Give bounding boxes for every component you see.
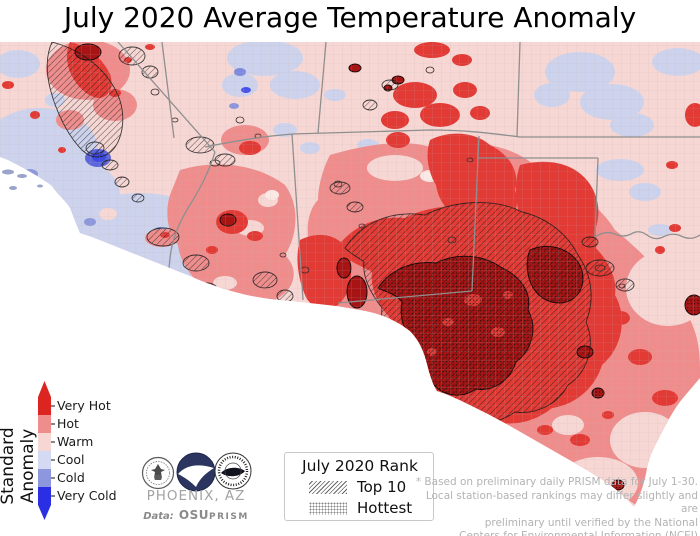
colorbar-label-very-hot: Very Hot xyxy=(57,398,111,413)
colorbar-label-warm: Warm xyxy=(57,434,94,449)
rank-legend-item-top10: Top 10 xyxy=(309,478,425,496)
department-of-commerce-logo xyxy=(141,456,175,490)
rank-legend: July 2020 Rank Top 10 Hottest xyxy=(284,452,434,521)
hottest-stipple-swatch xyxy=(309,501,347,515)
rank-legend-label: Hottest xyxy=(357,499,413,517)
page-title: July 2020 Average Temperature Anomaly xyxy=(63,1,637,34)
colorbar-scale xyxy=(38,381,55,520)
station-name: PHOENIX, AZ xyxy=(146,488,246,504)
top10-hatch-swatch xyxy=(309,480,347,494)
footnote-line: * Based on preliminary daily PRISM data … xyxy=(415,476,698,488)
footnote-line: Local station-based rankings may differ … xyxy=(425,489,698,516)
rank-legend-title: July 2020 Rank xyxy=(302,457,418,475)
colorbar-label-cool: Cool xyxy=(57,452,85,467)
channel-islands xyxy=(2,169,43,190)
national-weather-service-logo xyxy=(214,452,252,490)
state-borders xyxy=(117,42,700,304)
noaa-logo xyxy=(176,452,216,492)
colorbar-label-cold: Cold xyxy=(57,470,85,485)
colorbar-label-very-cold: Very Cold xyxy=(57,488,117,503)
footnote-line: Centers for Environmental Information (N… xyxy=(459,530,698,536)
agency-logos xyxy=(141,452,252,492)
footnote: * Based on preliminary daily PRISM data … xyxy=(408,476,698,536)
data-source-prism: PRISM xyxy=(208,512,249,522)
data-source-prefix: Data: xyxy=(143,511,174,522)
colorbar-label-hot: Hot xyxy=(57,416,79,431)
rank-legend-label: Top 10 xyxy=(357,478,407,496)
footnote-line: preliminary until verified by the Nation… xyxy=(484,516,698,529)
rank-legend-item-hottest: Hottest xyxy=(309,499,425,517)
data-source-osu: OSU xyxy=(178,508,209,522)
data-source: Data: OSUPRISM xyxy=(116,504,276,523)
